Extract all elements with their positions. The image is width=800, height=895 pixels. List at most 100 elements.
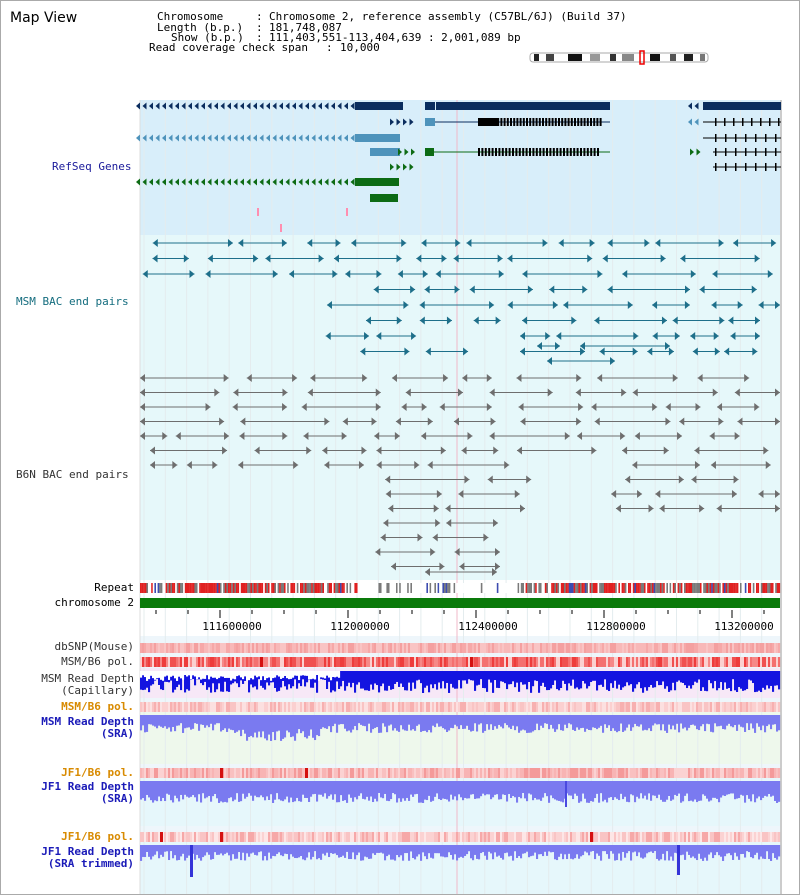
jf1-sra-depth-bar	[362, 781, 365, 799]
track-label-jf1-b6-pol[interactable]: JF1/B6 pol.	[61, 766, 134, 779]
track-label-msm-depth-sra[interactable]: MSM Read Depth	[41, 715, 134, 728]
repeat-segment	[736, 583, 739, 593]
polymorphism-cell	[152, 768, 155, 778]
repeat-segment	[776, 583, 779, 593]
polymorphism-cell	[584, 832, 587, 842]
track-label-jf1-depth-trimmed[interactable]: JF1 Read Depth	[41, 845, 134, 858]
repeat-segment	[754, 583, 757, 593]
track-label-msm-b6-pol-2[interactable]: MSM/B6 pol.	[61, 700, 134, 713]
gene-arrow	[233, 178, 238, 186]
jf1-trim-depth-bar	[530, 845, 533, 857]
polymorphism-cell	[338, 657, 341, 667]
polymorphism-cell	[636, 643, 639, 653]
polymorphism-cell	[752, 643, 755, 653]
jf1-sra-depth-bar	[430, 781, 433, 802]
jf1-sra-depth-bar	[200, 781, 203, 803]
jf1-sra-depth-bar	[614, 781, 617, 798]
msm-sra-depth-bar	[516, 715, 519, 727]
polymorphism-cell	[286, 768, 289, 778]
repeat-segment	[440, 583, 443, 593]
polymorphism-cell	[206, 643, 209, 653]
polymorphism-cell	[542, 643, 545, 653]
refseq-exon	[558, 118, 560, 126]
jf1-sra-depth-bar	[416, 781, 419, 794]
polymorphism-cell	[562, 832, 565, 842]
polymorphism-cell	[622, 643, 625, 653]
axis-tick-label: 112800000	[586, 620, 646, 633]
track-label-b6n-bac[interactable]: B6N BAC end pairs	[16, 468, 129, 481]
repeat-segment	[197, 583, 200, 593]
msm-sra-depth-bar	[570, 715, 573, 725]
track-label-refseq-genes[interactable]: RefSeq Genes	[52, 160, 132, 173]
refseq-exon	[548, 118, 551, 126]
msm-sra-depth-bar	[748, 715, 751, 731]
polymorphism-cell	[574, 702, 577, 712]
msm-sra-depth-bar	[606, 715, 609, 728]
polymorphism-cell	[772, 702, 775, 712]
track-label-msm-bac[interactable]: MSM BAC end pairs	[16, 295, 129, 308]
bac-end-marker	[537, 342, 542, 350]
refseq-gene-arrow	[279, 102, 283, 110]
jf1-sra-depth-bar	[640, 781, 643, 794]
polymorphism-cell	[684, 643, 687, 653]
jf1-trim-depth-bar	[756, 845, 759, 853]
polymorphism-cell	[416, 832, 419, 842]
capillary-depth-bar	[220, 671, 223, 692]
msm-sra-depth-bar	[242, 723, 245, 730]
bac-end-marker	[710, 461, 716, 469]
bac-end-marker	[713, 332, 719, 340]
track-label-dbsnp[interactable]: dbSNP(Mouse)	[54, 640, 134, 653]
jf1-trim-depth-bar	[764, 845, 767, 859]
polymorphism-cell	[140, 768, 143, 778]
jf1-sra-depth-bar	[472, 781, 475, 795]
polymorphism-cell	[754, 832, 757, 842]
track-label-jf1-depth-trimmed-sub: (SRA trimmed)	[47, 857, 134, 870]
capillary-depth-gap	[318, 671, 321, 681]
track-label-msm-depth-capillary[interactable]: MSM Read Depth	[41, 672, 134, 685]
jf1-trim-depth-bar	[396, 845, 399, 856]
msm-sra-depth-bar	[358, 715, 361, 724]
msm-sra-depth-bar	[168, 715, 171, 728]
polymorphism-cell	[314, 643, 317, 653]
repeat-segment	[621, 583, 624, 593]
polymorphism-cell	[472, 643, 475, 653]
repeat-segment	[381, 583, 384, 593]
polymorphism-cell	[694, 832, 697, 842]
track-label-chromosome[interactable]: chromosome 2	[54, 596, 134, 609]
polymorphism-cell	[724, 702, 727, 712]
polymorphism-cell	[202, 702, 205, 712]
jf1-trim-depth-bar	[568, 845, 571, 854]
polymorphism-cell	[162, 657, 165, 667]
polymorphism-cell	[324, 657, 327, 667]
polymorphism-cell	[548, 643, 551, 653]
track-label-jf1-b6-pol-2[interactable]: JF1/B6 pol.	[61, 830, 134, 843]
jf1-trim-depth-bar	[654, 845, 657, 852]
polymorphism-cell	[346, 702, 349, 712]
jf1-trim-depth-bar	[382, 845, 385, 854]
jf1-trim-depth-bar	[458, 845, 461, 858]
polymorphism-cell	[286, 643, 289, 653]
jf1-trim-depth-bar	[418, 845, 421, 855]
capillary-depth-bar	[772, 671, 775, 692]
jf1-trim-depth-bar	[762, 845, 765, 859]
polymorphism-cell	[434, 643, 437, 653]
repeat-segment	[759, 583, 761, 593]
repeat-segment	[764, 583, 766, 593]
polymorphism-cell	[220, 657, 223, 667]
jf1-trim-depth-bar	[158, 845, 161, 859]
capillary-depth-bar	[184, 671, 187, 693]
bac-end-marker	[427, 417, 433, 426]
track-label-jf1-depth-sra[interactable]: JF1 Read Depth	[41, 780, 134, 793]
jf1-sra-depth-bar	[664, 781, 667, 802]
repeat-segment	[768, 583, 771, 593]
polymorphism-cell	[404, 702, 407, 712]
polymorphism-cell	[520, 643, 523, 653]
capillary-depth-gap	[200, 671, 203, 680]
jf1-trim-depth-bar	[482, 845, 485, 853]
track-label-msm-b6-pol[interactable]: MSM/B6 pol.	[61, 655, 134, 668]
bac-end-marker	[424, 285, 430, 294]
track-label-repeat[interactable]: Repeat	[94, 581, 134, 594]
polymorphism-cell	[712, 832, 715, 842]
bac-end-marker	[684, 301, 690, 309]
polymorphism-cell	[462, 657, 465, 667]
